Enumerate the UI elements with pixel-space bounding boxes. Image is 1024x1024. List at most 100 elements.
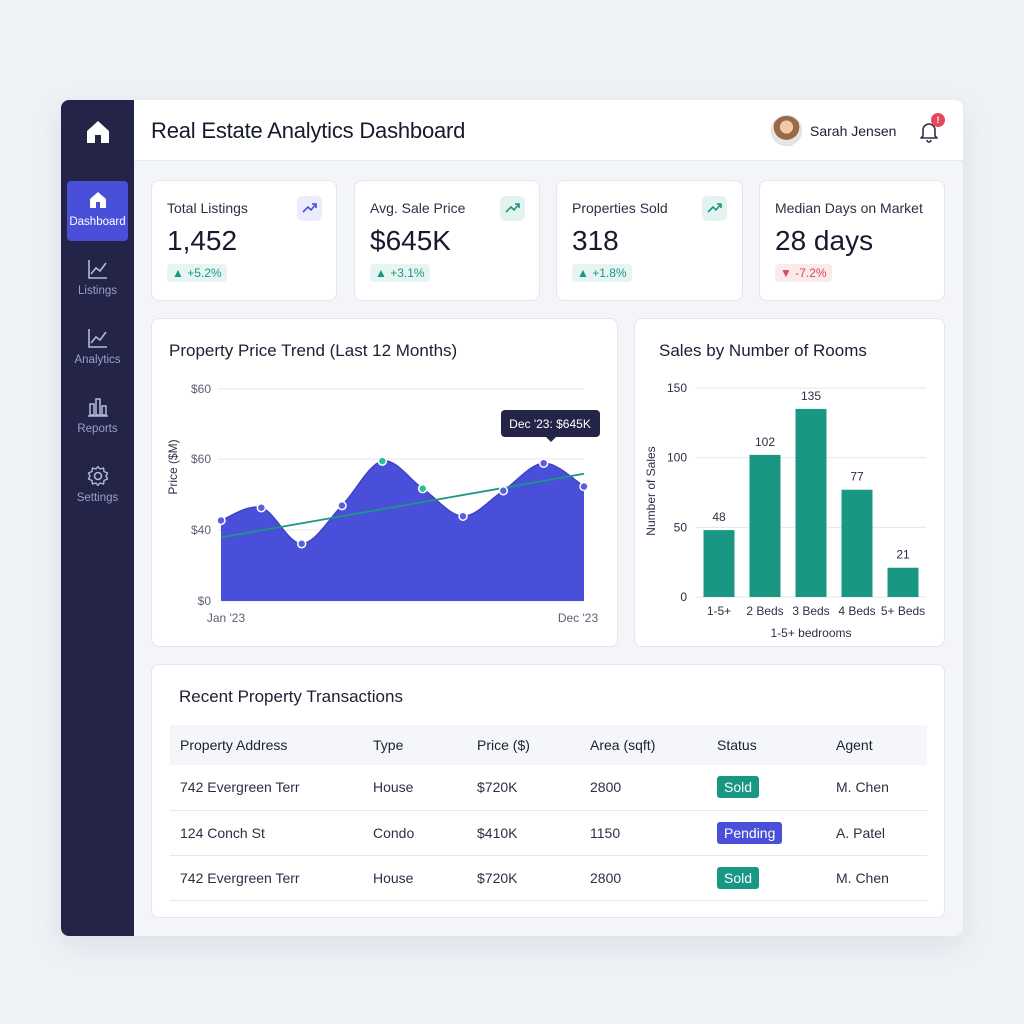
data-point[interactable]	[498, 486, 509, 496]
stat-change: ▲ +3.1%	[370, 264, 430, 282]
table-row[interactable]: 742 Evergreen Terr House $720K 2800 Sold…	[170, 855, 927, 901]
bar-value-label: 102	[755, 435, 775, 449]
status-badge: Sold	[717, 776, 760, 799]
rooms-sales-card: Sales by Number of Rooms 0 50 100 150 48 1-5…	[634, 318, 945, 647]
status-badge: Pending	[717, 821, 783, 844]
x-axis-label: 1-5+ bedrooms	[770, 626, 851, 640]
data-point[interactable]	[377, 456, 388, 466]
x-tick-label: Jan '23	[207, 611, 246, 625]
gear-icon	[87, 465, 108, 487]
sidebar-item-analytics[interactable]: Analytics	[67, 319, 128, 379]
cell-area: 1150	[580, 810, 707, 856]
x-tick-label: 2 Beds	[746, 604, 783, 618]
status-badge: Sold	[717, 866, 760, 889]
data-point[interactable]	[417, 483, 428, 494]
y-tick-label: 100	[667, 451, 687, 465]
stat-change: ▲ +1.8%	[572, 264, 632, 282]
column-header[interactable]: Property Address	[180, 737, 288, 753]
stat-value: 28 days	[775, 225, 874, 256]
stat-card-avg-sale-price: Avg. Sale Price $645K ▲ +3.1%	[354, 180, 540, 301]
column-header[interactable]: Price ($)	[477, 737, 530, 753]
home-logo-icon[interactable]	[84, 118, 112, 146]
data-point[interactable]	[296, 539, 307, 549]
bar-value-label: 21	[896, 548, 910, 562]
bar-value-label: 48	[712, 510, 726, 524]
cell-status: Pending	[707, 810, 826, 856]
x-tick-label: 4 Beds	[838, 604, 875, 618]
column-header[interactable]: Status	[717, 737, 757, 753]
cell-type: House	[363, 765, 467, 811]
cell-price: $720K	[467, 855, 580, 901]
price-area-series	[221, 460, 584, 601]
y-tick-label: $60	[191, 382, 211, 396]
stat-card-median-days: Median Days on Market 28 days ▼ -7.2%	[759, 180, 945, 301]
stat-change: ▼ -7.2%	[775, 264, 832, 282]
stat-label: Properties Sold	[572, 200, 668, 216]
column-header[interactable]: Type	[373, 737, 404, 753]
y-tick-label: $40	[191, 523, 211, 537]
table-row[interactable]: 742 Evergreen Terr House $720K 2800 Sold…	[170, 765, 927, 811]
transactions-card: Recent Property Transactions Property Ad…	[151, 664, 945, 918]
sidebar-item-label: Listings	[78, 285, 117, 297]
column-header[interactable]: Agent	[836, 737, 873, 753]
stat-change: ▲ +5.2%	[167, 264, 227, 282]
stat-value: $645K	[370, 225, 451, 256]
stat-label: Median Days on Market	[775, 200, 923, 216]
y-tick-label: 50	[674, 520, 688, 534]
bar[interactable]	[887, 567, 919, 597]
cell-agent: A. Patel	[826, 810, 927, 856]
cell-agent: M. Chen	[826, 855, 927, 901]
bar[interactable]	[795, 408, 827, 597]
bar-value-label: 135	[801, 389, 821, 403]
y-axis-label: Number of Sales	[644, 446, 658, 535]
stat-card-total-listings: Total Listings 1,452 ▲ +5.2%	[151, 180, 337, 301]
x-tick-label: 5+ Beds	[881, 604, 925, 618]
data-point[interactable]	[256, 502, 267, 513]
table-header-row: Property Address Type Price ($) Area (sq…	[170, 725, 927, 765]
bar[interactable]	[749, 454, 781, 597]
top-header: Real Estate Analytics Dashboard Sarah Je…	[134, 100, 963, 161]
chart-title: Property Price Trend (Last 12 Months)	[169, 341, 458, 360]
cell-type: Condo	[363, 810, 467, 856]
data-point[interactable]	[337, 500, 347, 511]
price-trend-card: Property Price Trend (Last 12 Months) $0…	[151, 318, 618, 647]
sidebar-item-label: Settings	[76, 492, 119, 504]
trending-up-icon	[702, 196, 727, 221]
data-point[interactable]	[579, 481, 589, 492]
y-axis-label: Price ($M)	[166, 439, 180, 494]
price-trendline	[220, 472, 585, 539]
table-row[interactable]: 124 Conch St Condo $410K 1150 Pending A.…	[170, 810, 927, 856]
data-point[interactable]	[458, 511, 468, 521]
dashboard-window: Dashboard Listings Analytics Reports Set…	[61, 100, 963, 936]
sidebar-item-dashboard[interactable]: Dashboard	[67, 181, 128, 241]
bar[interactable]	[703, 530, 735, 597]
cell-status: Sold	[707, 765, 826, 811]
data-point[interactable]	[216, 515, 226, 526]
sidebar-item-reports[interactable]: Reports	[67, 388, 128, 448]
cell-address: 742 Evergreen Terr	[170, 855, 363, 901]
stat-value: 1,452	[167, 225, 238, 256]
data-point[interactable]	[538, 458, 549, 468]
bell-icon[interactable]	[917, 119, 941, 143]
chart-tooltip: Dec '23: $645K	[501, 410, 600, 442]
trending-up-icon	[500, 196, 525, 221]
stat-card-properties-sold: Properties Sold 318 ▲ +1.8%	[556, 180, 743, 301]
sidebar-item-listings[interactable]: Listings	[67, 250, 128, 310]
stat-label: Total Listings	[167, 200, 248, 216]
tooltip-text: Dec '23: $645K	[509, 417, 591, 431]
sidebar-item-settings[interactable]: Settings	[67, 457, 128, 517]
bar-chart-icon	[87, 398, 108, 417]
notification-badge: !	[931, 113, 945, 127]
sidebar: Dashboard Listings Analytics Reports Set…	[61, 100, 134, 936]
column-header[interactable]: Area (sqft)	[590, 737, 656, 753]
trending-up-icon	[297, 196, 322, 221]
user-name[interactable]: Sarah Jensen	[810, 123, 897, 139]
avatar[interactable]	[771, 115, 802, 146]
bar[interactable]	[841, 489, 873, 597]
chart-line-icon	[87, 260, 107, 279]
cell-area: 2800	[580, 855, 707, 901]
cell-price: $410K	[467, 810, 580, 856]
sidebar-item-label: Reports	[77, 423, 118, 435]
cell-status: Sold	[707, 855, 826, 901]
chart-line-icon	[87, 329, 107, 348]
